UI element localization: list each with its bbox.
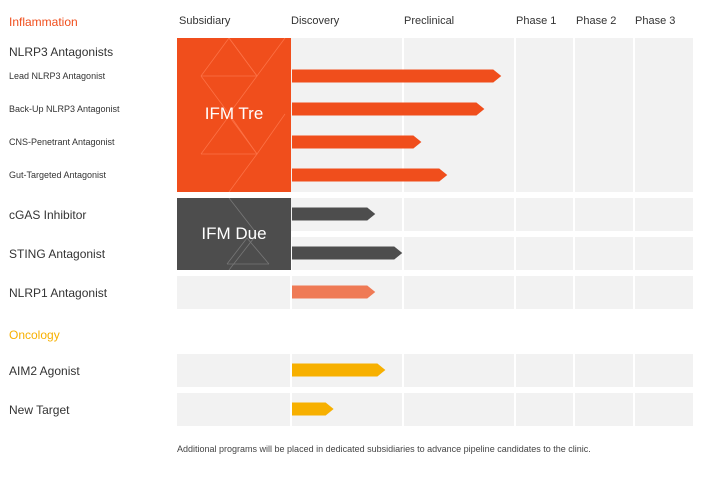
row-label-sting: STING Antagonist: [9, 247, 106, 261]
column-divider: [633, 237, 635, 270]
row-label-lead-nlrp3: Lead NLRP3 Antagonist: [9, 71, 106, 81]
section-title-oncology: Oncology: [9, 328, 60, 342]
column-divider: [402, 354, 404, 387]
column-divider: [633, 393, 635, 426]
column-divider: [633, 38, 635, 192]
subsidiary-box-ifm-due: IFM Due: [177, 198, 291, 270]
row-label-aim2: AIM2 Agonist: [9, 364, 80, 378]
column-divider: [573, 354, 575, 387]
column-divider: [573, 237, 575, 270]
row-label-backup-nlrp3: Back-Up NLRP3 Antagonist: [9, 104, 120, 114]
column-divider: [290, 354, 292, 387]
column-header-phase-1: Phase 1: [516, 15, 557, 27]
column-divider: [633, 276, 635, 309]
column-divider: [514, 393, 516, 426]
row-label-nlrp3-antagonists: NLRP3 Antagonists: [9, 45, 114, 59]
column-divider: [402, 393, 404, 426]
column-header-phase-3: Phase 3: [635, 15, 676, 27]
subsidiary-box-ifm-tre: IFM Tre: [177, 38, 291, 192]
column-divider: [633, 354, 635, 387]
bar-lead-nlrp3-antagonist: [292, 69, 502, 83]
column-divider: [514, 38, 516, 192]
bar-cns-penetrant-antagonist: [292, 135, 422, 149]
section-title-inflammation: Inflammation: [9, 15, 78, 29]
footnote: Additional programs will be placed in de…: [177, 444, 591, 454]
column-divider: [290, 276, 292, 309]
column-divider: [514, 198, 516, 231]
band-nlrp1: [177, 276, 693, 309]
bar-back-up-nlrp3-antagonist: [292, 102, 485, 116]
column-header-discovery: Discovery: [291, 15, 340, 27]
column-divider: [514, 354, 516, 387]
subsidiary-pattern-tre: [200, 38, 286, 192]
column-divider: [633, 198, 635, 231]
bar-aim2-agonist: [292, 363, 386, 377]
row-label-nlrp1: NLRP1 Antagonist: [9, 286, 108, 300]
subsidiary-label-due: IFM Due: [201, 224, 267, 243]
band-new-target: [177, 393, 693, 426]
row-label-cns-penetrant: CNS-Penetrant Antagonist: [9, 137, 115, 147]
column-divider: [290, 393, 292, 426]
row-label-cgas: cGAS Inhibitor: [9, 208, 87, 222]
column-divider: [290, 237, 292, 270]
column-header-phase-2: Phase 2: [576, 15, 617, 27]
row-label-new-target: New Target: [9, 403, 70, 417]
column-divider: [573, 276, 575, 309]
column-divider: [514, 237, 516, 270]
column-divider: [573, 393, 575, 426]
band-aim2: [177, 354, 693, 387]
column-divider: [514, 276, 516, 309]
column-divider: [573, 198, 575, 231]
column-divider: [402, 237, 404, 270]
column-divider: [402, 276, 404, 309]
column-header-subsidiary: Subsidiary: [179, 15, 231, 27]
row-label-gut-targeted: Gut-Targeted Antagonist: [9, 170, 107, 180]
column-divider: [402, 198, 404, 231]
subsidiary-label-tre: IFM Tre: [204, 104, 264, 123]
subsidiary-pattern-due: [226, 198, 270, 270]
column-divider: [573, 38, 575, 192]
bar-cgas-inhibitor: [292, 207, 376, 221]
bar-new-target: [292, 402, 334, 416]
bar-sting-antagonist: [292, 246, 403, 260]
bar-gut-targeted-antagonist: [292, 168, 448, 182]
column-header-preclinical: Preclinical: [404, 15, 455, 27]
bar-nlrp1-antagonist: [292, 285, 376, 299]
